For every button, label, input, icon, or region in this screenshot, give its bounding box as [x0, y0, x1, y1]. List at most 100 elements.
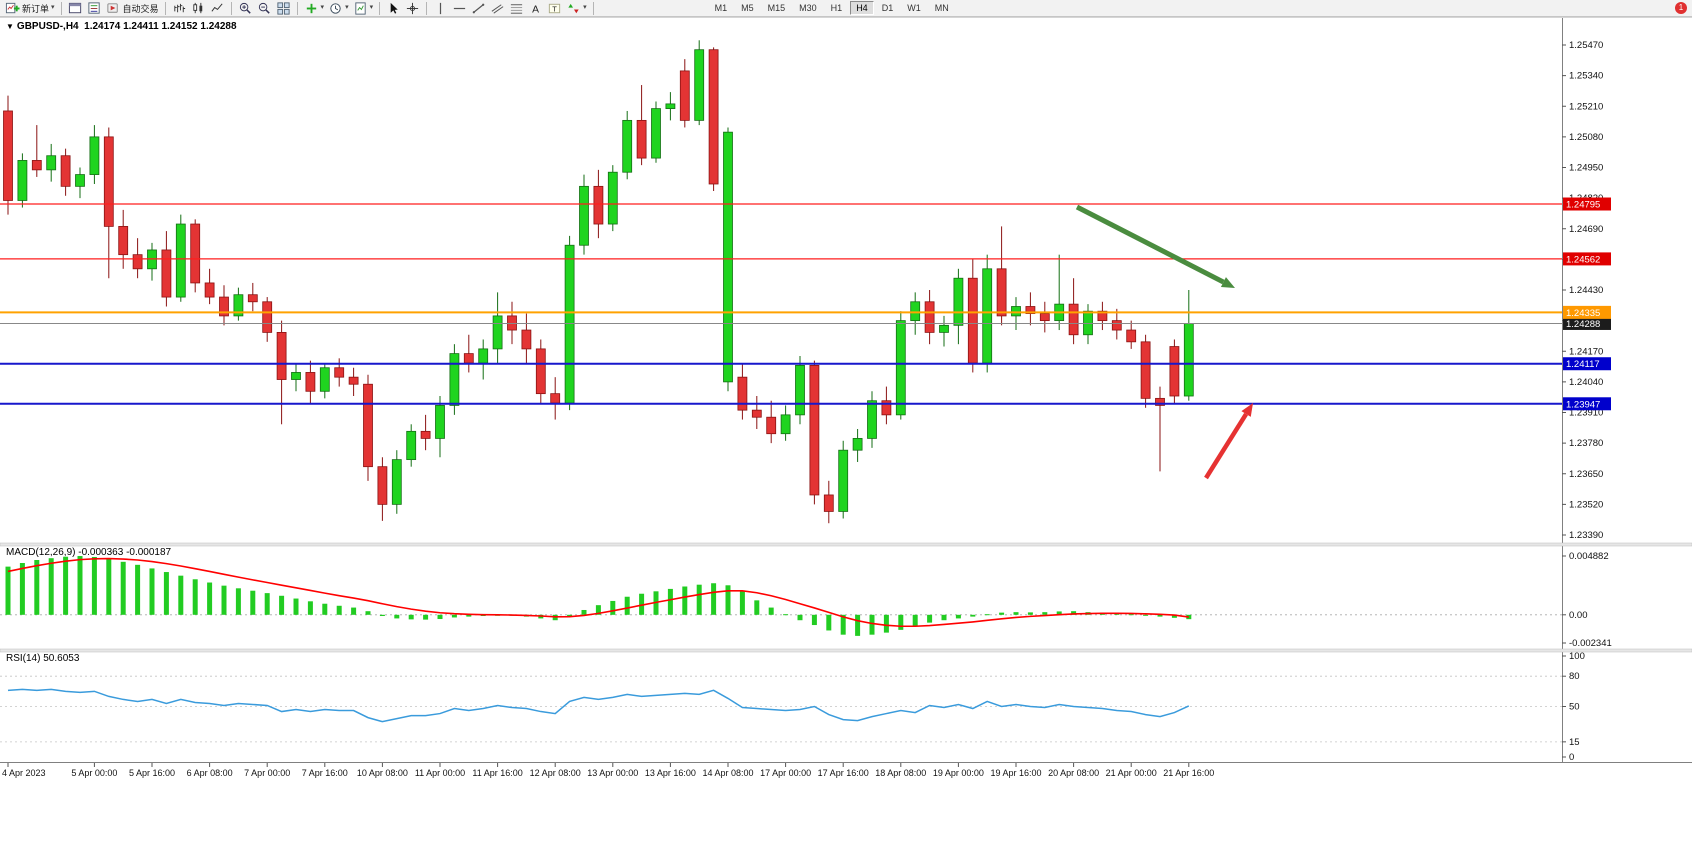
macd-histogram-bar [739, 590, 745, 615]
text-t-icon: T [547, 1, 562, 16]
toolbar-separator [296, 1, 298, 15]
price-tick-label: 1.25210 [1569, 101, 1603, 112]
time-label: 20 Apr 08:00 [1048, 768, 1099, 778]
panel-splitter[interactable] [0, 648, 1692, 653]
fibonacci-button[interactable] [507, 1, 526, 16]
time-label: 19 Apr 16:00 [990, 768, 1041, 778]
horizontal-line-button[interactable] [450, 1, 469, 16]
macd-histogram-bar [120, 561, 126, 615]
cross-icon [405, 1, 420, 16]
macd-histogram-bar [624, 596, 630, 615]
candle [996, 268, 1007, 317]
text-button[interactable]: A [526, 1, 545, 16]
crosshair-button[interactable] [403, 1, 422, 16]
price-tick-label: 1.23650 [1569, 469, 1603, 480]
tile-windows-button[interactable] [274, 1, 293, 16]
chevron-down-icon[interactable]: ▾ [320, 4, 325, 11]
candle [89, 136, 100, 175]
timeframe-mn-button[interactable]: MN [934, 3, 949, 13]
chart-symbol-ohlc: ▼ GBPUSD-,H4 1.24174 1.24411 1.24152 1.24… [6, 21, 237, 32]
macd-histogram-bar [1042, 612, 1048, 615]
price-axis[interactable]: 1.254701.253401.252101.250801.249501.248… [1562, 40, 1603, 541]
toolbar-separator [230, 1, 232, 15]
timeframe-w1-button[interactable]: W1 [907, 3, 921, 13]
candle [1155, 397, 1165, 406]
candlestick-chart-button[interactable] [189, 1, 208, 16]
candle [636, 119, 647, 159]
chevron-down-icon[interactable]: ▾ [583, 4, 587, 11]
candle [391, 459, 402, 505]
macd-histogram-bar [423, 614, 429, 620]
chevron-down-icon[interactable]: ▾ [51, 4, 55, 11]
templates-button[interactable]: ▾ [351, 1, 376, 16]
macd-histogram-bar [941, 614, 947, 621]
cursor-button[interactable] [384, 1, 403, 16]
candle [593, 185, 604, 225]
chevron-down-icon[interactable]: ▼ [6, 22, 14, 31]
chart-window-button[interactable] [66, 1, 85, 16]
time-label: 17 Apr 16:00 [818, 768, 869, 778]
downtrend-arrow[interactable] [1075, 204, 1235, 288]
bar-chart-button[interactable] [170, 1, 189, 16]
macd-histogram-bar [898, 614, 904, 630]
zoom-out-button[interactable] [255, 1, 274, 16]
macd-histogram-bar [466, 614, 472, 617]
macd-histogram-bar [207, 582, 213, 615]
time-label: 10 Apr 08:00 [357, 768, 408, 778]
notification-badge[interactable]: 1 [1675, 2, 1687, 14]
macd-axis-label: -0.002341 [1569, 638, 1612, 649]
current-price-line-tag [1563, 316, 1611, 330]
line-chart-button[interactable] [208, 1, 227, 16]
arrows-button[interactable]: ▾ [564, 1, 589, 16]
tline-icon [471, 1, 486, 16]
trendline-button[interactable] [469, 1, 488, 16]
market-watch-button[interactable] [85, 1, 104, 16]
candle [780, 414, 791, 435]
candle [132, 254, 143, 270]
channel-button[interactable] [488, 1, 507, 16]
price-tick-label: 1.23390 [1569, 530, 1603, 541]
zoom-out-icon [257, 1, 272, 16]
timeframe-m5-button[interactable]: M5 [741, 3, 754, 13]
panel-splitter[interactable] [0, 542, 1692, 547]
timeframe-m30-button[interactable]: M30 [799, 3, 817, 13]
macd-histogram-bar [63, 556, 69, 615]
candle [895, 320, 906, 416]
market-watch-icon [87, 1, 102, 16]
candle [1126, 329, 1137, 343]
uptrend-arrow[interactable] [1204, 403, 1253, 480]
candle [377, 466, 388, 505]
timeframe-h4-button[interactable]: H4 [850, 1, 874, 15]
chevron-down-icon[interactable]: ▾ [345, 4, 349, 11]
zoom-in-button[interactable] [236, 1, 255, 16]
timeframe-m1-button[interactable]: M1 [714, 3, 728, 13]
timeframe-d1-button[interactable]: D1 [881, 3, 894, 13]
candle [823, 494, 834, 512]
timeframe-m15-button[interactable]: M15 [767, 3, 786, 13]
candle [420, 430, 431, 439]
candle [3, 110, 13, 201]
macd-indicator-label: MACD(12,26,9) -0.000363 -0.000187 [6, 547, 172, 558]
macd-histogram-bar [984, 614, 990, 616]
add-indicator-button[interactable]: ▾ [302, 1, 327, 16]
macd-histogram-bar [394, 614, 400, 619]
price-tick-label: 1.24950 [1569, 163, 1603, 174]
candle [982, 268, 993, 364]
vertical-line-button[interactable] [431, 1, 450, 16]
macd-histogram-bar [912, 614, 918, 627]
periods-button[interactable]: ▾ [326, 1, 351, 16]
candle [435, 405, 445, 439]
label-button[interactable]: T [545, 1, 564, 16]
candle [1039, 313, 1050, 322]
timeframe-h1-button[interactable]: H1 [830, 3, 843, 13]
time-axis[interactable]: 4 Apr 2023 5 Apr 00:00 5 Apr 16:00 6 Apr 08… [2, 763, 1214, 778]
toolbar-separator [164, 1, 166, 15]
macd-histogram-bar [826, 614, 832, 631]
new-order-button[interactable]: 新订单 ▾ [3, 1, 57, 16]
macd-axis-label: 0.00 [1569, 610, 1588, 621]
support-line-upper-tag-label: 1.24117 [1566, 359, 1600, 370]
candle [665, 103, 676, 110]
chevron-down-icon[interactable]: ▾ [369, 4, 374, 11]
autotrading-button[interactable]: 自动交易 [104, 1, 161, 16]
